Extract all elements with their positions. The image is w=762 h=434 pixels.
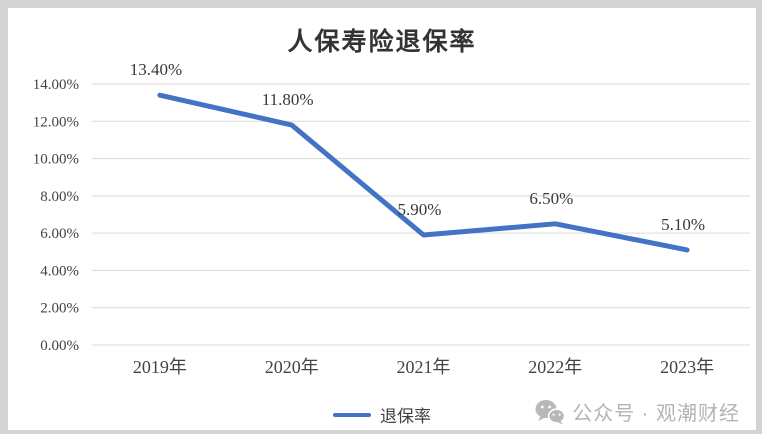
watermark-text: 公众号 · 观潮财经 [572,403,740,425]
data-label: 11.80% [262,90,314,109]
watermark: 公众号 · 观潮财经 [535,397,740,426]
y-axis-tick-label: 4.00% [40,263,79,279]
y-axis-tick-label: 10.00% [33,152,79,168]
chart-panel: 0.00% 2.00% 4.00% 6.00% 8.00% 10.00% 12.00% 14.… [8,8,756,430]
data-label: 5.90% [398,200,442,219]
x-axis-tick-label: 2019年 [133,357,187,377]
y-axis-tick-label: 14.00% [33,77,79,93]
data-label: 5.10% [661,215,705,234]
y-axis-tick-label: 0.00% [40,338,79,354]
x-axis-tick-label: 2021年 [397,357,451,377]
series-line [157,92,690,253]
chart-title: 人保寿险退保率 [287,29,477,56]
legend-label: 退保率 [380,407,431,426]
wechat-icon [535,399,566,425]
y-axis-tick-label: 12.00% [33,114,79,130]
y-axis-tick-label: 2.00% [40,301,79,317]
x-axis-tick-label: 2020年 [265,357,319,377]
line-chart: 0.00% 2.00% 4.00% 6.00% 8.00% 10.00% 12.00% 14.… [33,60,750,377]
legend-line-swatch [333,412,371,417]
data-label: 13.40% [130,60,182,79]
x-axis-tick-label: 2023年 [660,357,714,377]
y-axis-tick-label: 6.00% [40,226,79,242]
y-axis-tick-label: 8.00% [40,189,79,205]
x-axis-tick-label: 2022年 [528,357,582,377]
data-label: 6.50% [529,189,573,208]
legend: 退保率 [8,402,756,427]
